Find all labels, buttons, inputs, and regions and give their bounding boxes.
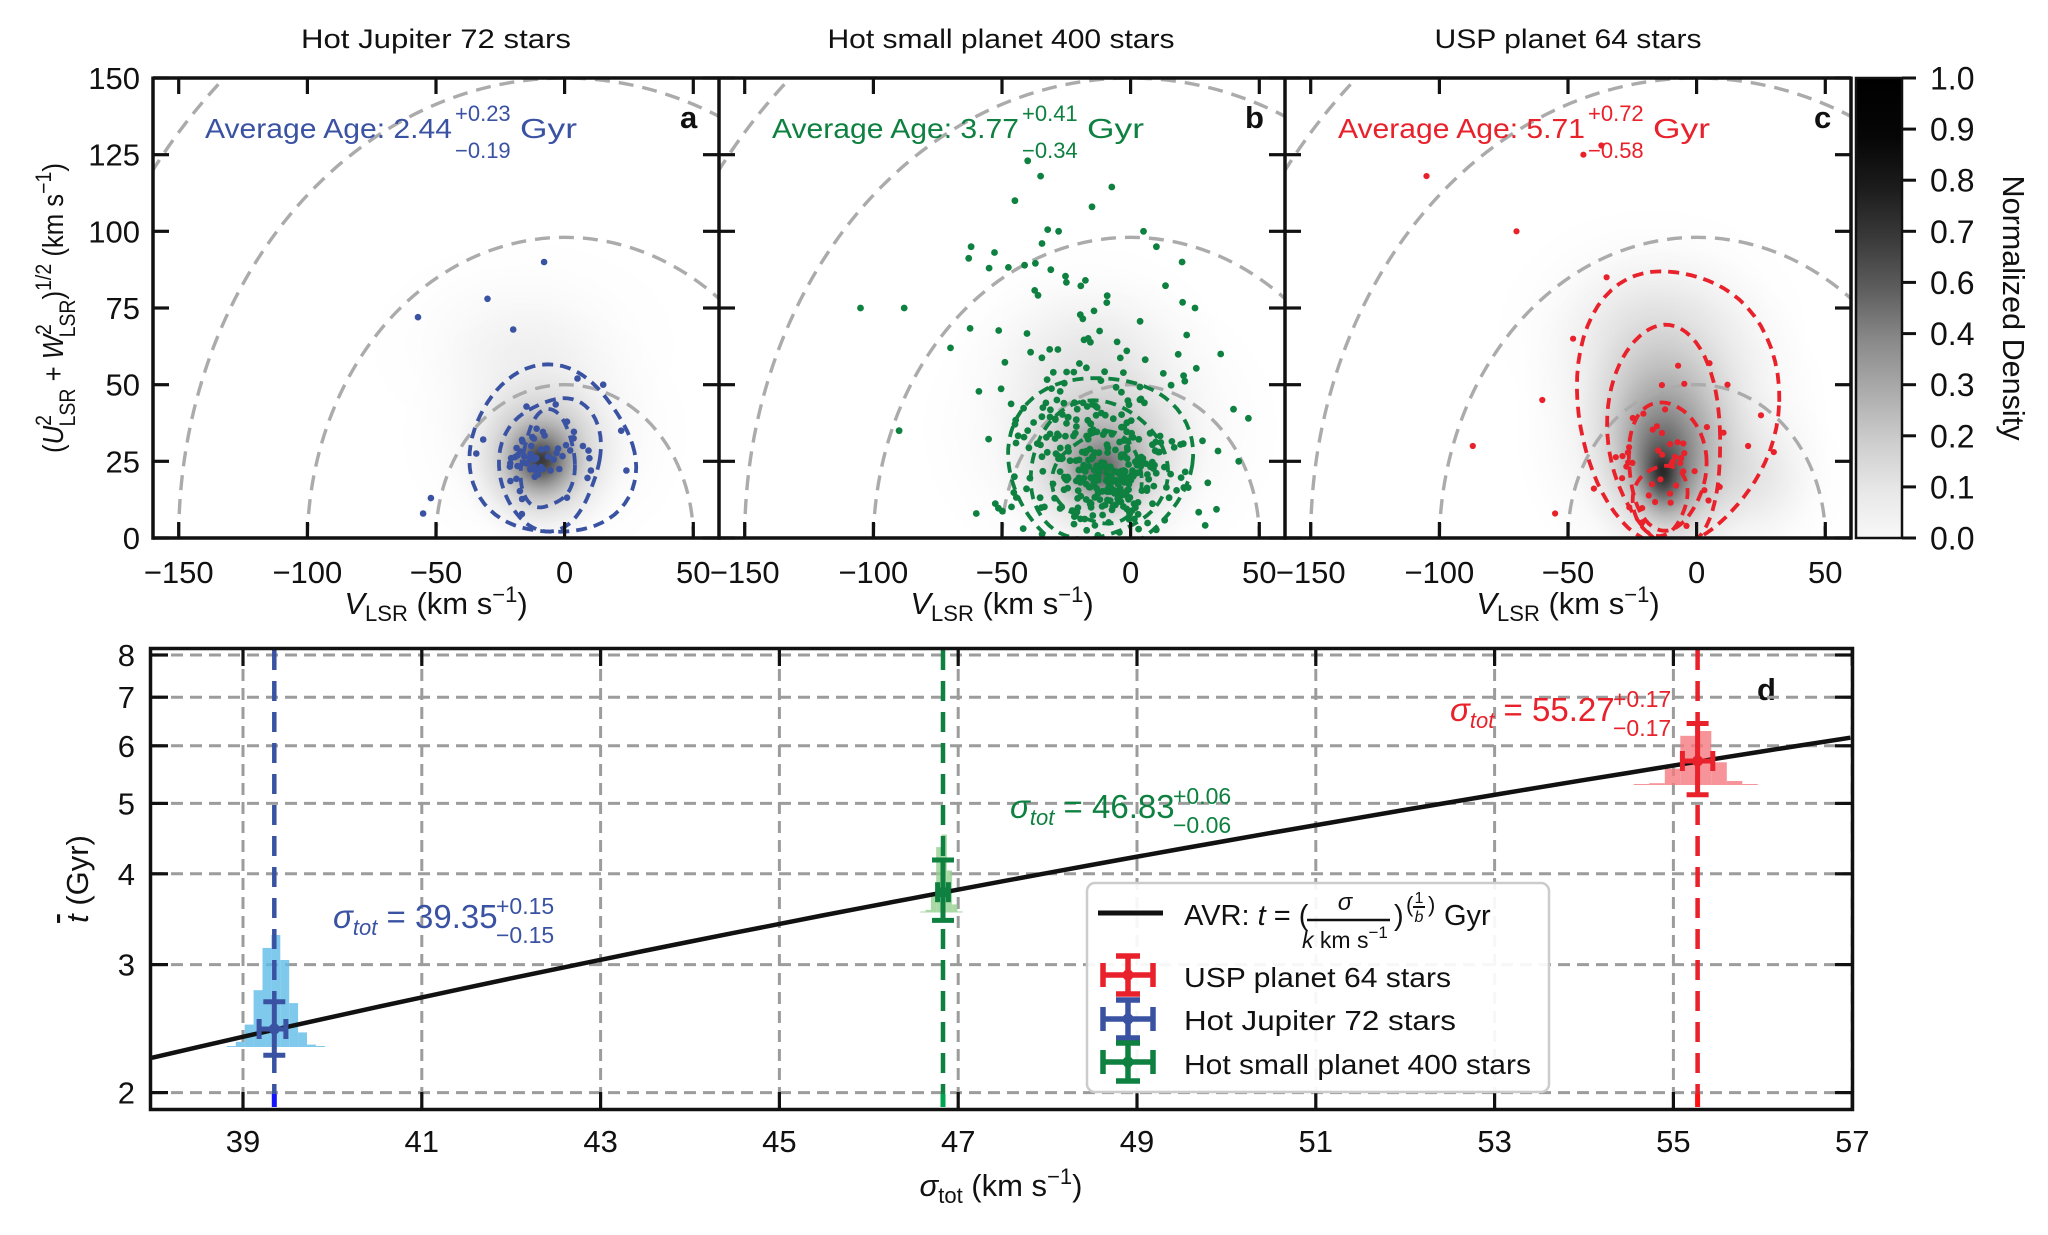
svg-text:3: 3 xyxy=(118,948,135,983)
svg-text:): ) xyxy=(1394,900,1404,932)
svg-text:−0.34: −0.34 xyxy=(1022,138,1078,163)
svg-text:0: 0 xyxy=(1688,555,1705,590)
svg-text:−100: −100 xyxy=(838,555,908,590)
svg-text:+0.41: +0.41 xyxy=(1022,101,1078,126)
svg-text:75: 75 xyxy=(106,291,140,326)
svg-text:55: 55 xyxy=(1656,1124,1690,1159)
svg-text:σtot = 39.35: σtot = 39.35 xyxy=(333,898,498,940)
svg-text:−0.19: −0.19 xyxy=(455,138,511,163)
svg-text:Average Age: 3.77: Average Age: 3.77 xyxy=(772,113,1019,144)
svg-text:125: 125 xyxy=(88,138,140,173)
svg-text:0: 0 xyxy=(1122,555,1139,590)
svg-text:−0.06: −0.06 xyxy=(1173,812,1231,838)
svg-text:150: 150 xyxy=(88,61,140,96)
svg-text:b: b xyxy=(1415,909,1424,926)
svg-text:σtot (km s−1): σtot (km s−1) xyxy=(920,1164,1083,1208)
svg-text:−0.58: −0.58 xyxy=(1588,138,1644,163)
svg-text:σ: σ xyxy=(1338,889,1354,916)
svg-text:Average Age: 2.44: Average Age: 2.44 xyxy=(205,113,452,144)
svg-text:7: 7 xyxy=(118,680,135,715)
svg-text:50: 50 xyxy=(1242,555,1276,590)
svg-text:0.1: 0.1 xyxy=(1930,469,1974,505)
svg-text:53: 53 xyxy=(1477,1124,1511,1159)
svg-text:−50: −50 xyxy=(410,555,463,590)
svg-text:σtot = 55.27: σtot = 55.27 xyxy=(1450,691,1615,733)
svg-text:−150: −150 xyxy=(1276,555,1346,590)
svg-text:−0.17: −0.17 xyxy=(1613,715,1671,741)
svg-text:0: 0 xyxy=(556,555,573,590)
svg-text:Hot small planet 400 stars: Hot small planet 400 stars xyxy=(828,24,1175,54)
svg-text:0.2: 0.2 xyxy=(1930,418,1974,454)
svg-text:c: c xyxy=(1814,100,1831,135)
svg-text:0.0: 0.0 xyxy=(1930,521,1974,557)
svg-text:d: d xyxy=(1757,672,1776,707)
svg-text:43: 43 xyxy=(583,1124,617,1159)
svg-text:−150: −150 xyxy=(144,555,214,590)
svg-text:VLSR (km s−1): VLSR (km s−1) xyxy=(344,582,527,626)
svg-text:41: 41 xyxy=(405,1124,439,1159)
svg-text:0: 0 xyxy=(123,521,140,556)
svg-text:51: 51 xyxy=(1299,1124,1333,1159)
svg-text:1: 1 xyxy=(1415,890,1424,907)
svg-text:39: 39 xyxy=(226,1124,260,1159)
svg-text:45: 45 xyxy=(762,1124,796,1159)
svg-text:0.3: 0.3 xyxy=(1930,367,1974,403)
svg-text:b: b xyxy=(1245,100,1264,135)
svg-text:Normalized Density: Normalized Density xyxy=(1996,176,2031,441)
svg-text:+0.23: +0.23 xyxy=(455,101,511,126)
svg-text:): ) xyxy=(1428,892,1435,917)
svg-text:0.9: 0.9 xyxy=(1930,112,1974,148)
svg-text:−0.15: −0.15 xyxy=(496,922,554,948)
svg-text:a: a xyxy=(680,100,698,135)
svg-text:Gyr: Gyr xyxy=(1444,900,1491,932)
svg-text:−150: −150 xyxy=(710,555,780,590)
svg-text:4: 4 xyxy=(118,857,135,892)
svg-text:−100: −100 xyxy=(1404,555,1474,590)
svg-text:(: ( xyxy=(1406,892,1414,917)
svg-text:USP planet 64 stars: USP planet 64 stars xyxy=(1435,24,1702,54)
svg-text:+0.06: +0.06 xyxy=(1173,783,1231,809)
svg-text:−100: −100 xyxy=(272,555,342,590)
svg-text:−50: −50 xyxy=(1542,555,1595,590)
svg-text:USP planet 64 stars: USP planet 64 stars xyxy=(1184,962,1451,993)
svg-text:VLSR (km s−1): VLSR (km s−1) xyxy=(1476,582,1659,626)
svg-text:0.6: 0.6 xyxy=(1930,265,1974,301)
svg-text:0.4: 0.4 xyxy=(1930,316,1974,352)
svg-text:5: 5 xyxy=(118,786,135,821)
svg-text:1.0: 1.0 xyxy=(1930,61,1974,97)
svg-text:+0.15: +0.15 xyxy=(496,893,554,919)
svg-text:47: 47 xyxy=(941,1124,975,1159)
svg-text:Hot Jupiter 72 stars: Hot Jupiter 72 stars xyxy=(1184,1005,1456,1036)
svg-text:Gyr: Gyr xyxy=(520,113,577,144)
svg-text:−50: −50 xyxy=(976,555,1029,590)
svg-text:σtot = 46.83: σtot = 46.83 xyxy=(1010,788,1175,830)
svg-text:Hot small planet 400 stars: Hot small planet 400 stars xyxy=(1184,1049,1531,1080)
svg-text:8: 8 xyxy=(118,638,135,673)
svg-text:50: 50 xyxy=(106,368,140,403)
svg-text:Gyr: Gyr xyxy=(1653,113,1710,144)
svg-text:25: 25 xyxy=(106,444,140,479)
svg-text:t (Gyr): t (Gyr) xyxy=(60,835,95,923)
svg-text:+0.72: +0.72 xyxy=(1588,101,1644,126)
svg-text:49: 49 xyxy=(1120,1124,1154,1159)
svg-text:+0.17: +0.17 xyxy=(1613,686,1671,712)
svg-text:Gyr: Gyr xyxy=(1087,113,1144,144)
svg-text:6: 6 xyxy=(118,729,135,764)
svg-text:Hot Jupiter 72 stars: Hot Jupiter 72 stars xyxy=(301,24,571,54)
svg-text:0.7: 0.7 xyxy=(1930,214,1974,250)
svg-text:57: 57 xyxy=(1835,1124,1869,1159)
svg-text:50: 50 xyxy=(676,555,710,590)
svg-text:AVR: t = (: AVR: t = ( xyxy=(1184,900,1309,932)
svg-text:50: 50 xyxy=(1808,555,1842,590)
svg-text:0.8: 0.8 xyxy=(1930,163,1974,199)
svg-text:Average Age: 5.71: Average Age: 5.71 xyxy=(1338,113,1585,144)
svg-text:100: 100 xyxy=(88,214,140,249)
svg-text:VLSR (km s−1): VLSR (km s−1) xyxy=(910,582,1093,626)
svg-text:2: 2 xyxy=(118,1076,135,1111)
